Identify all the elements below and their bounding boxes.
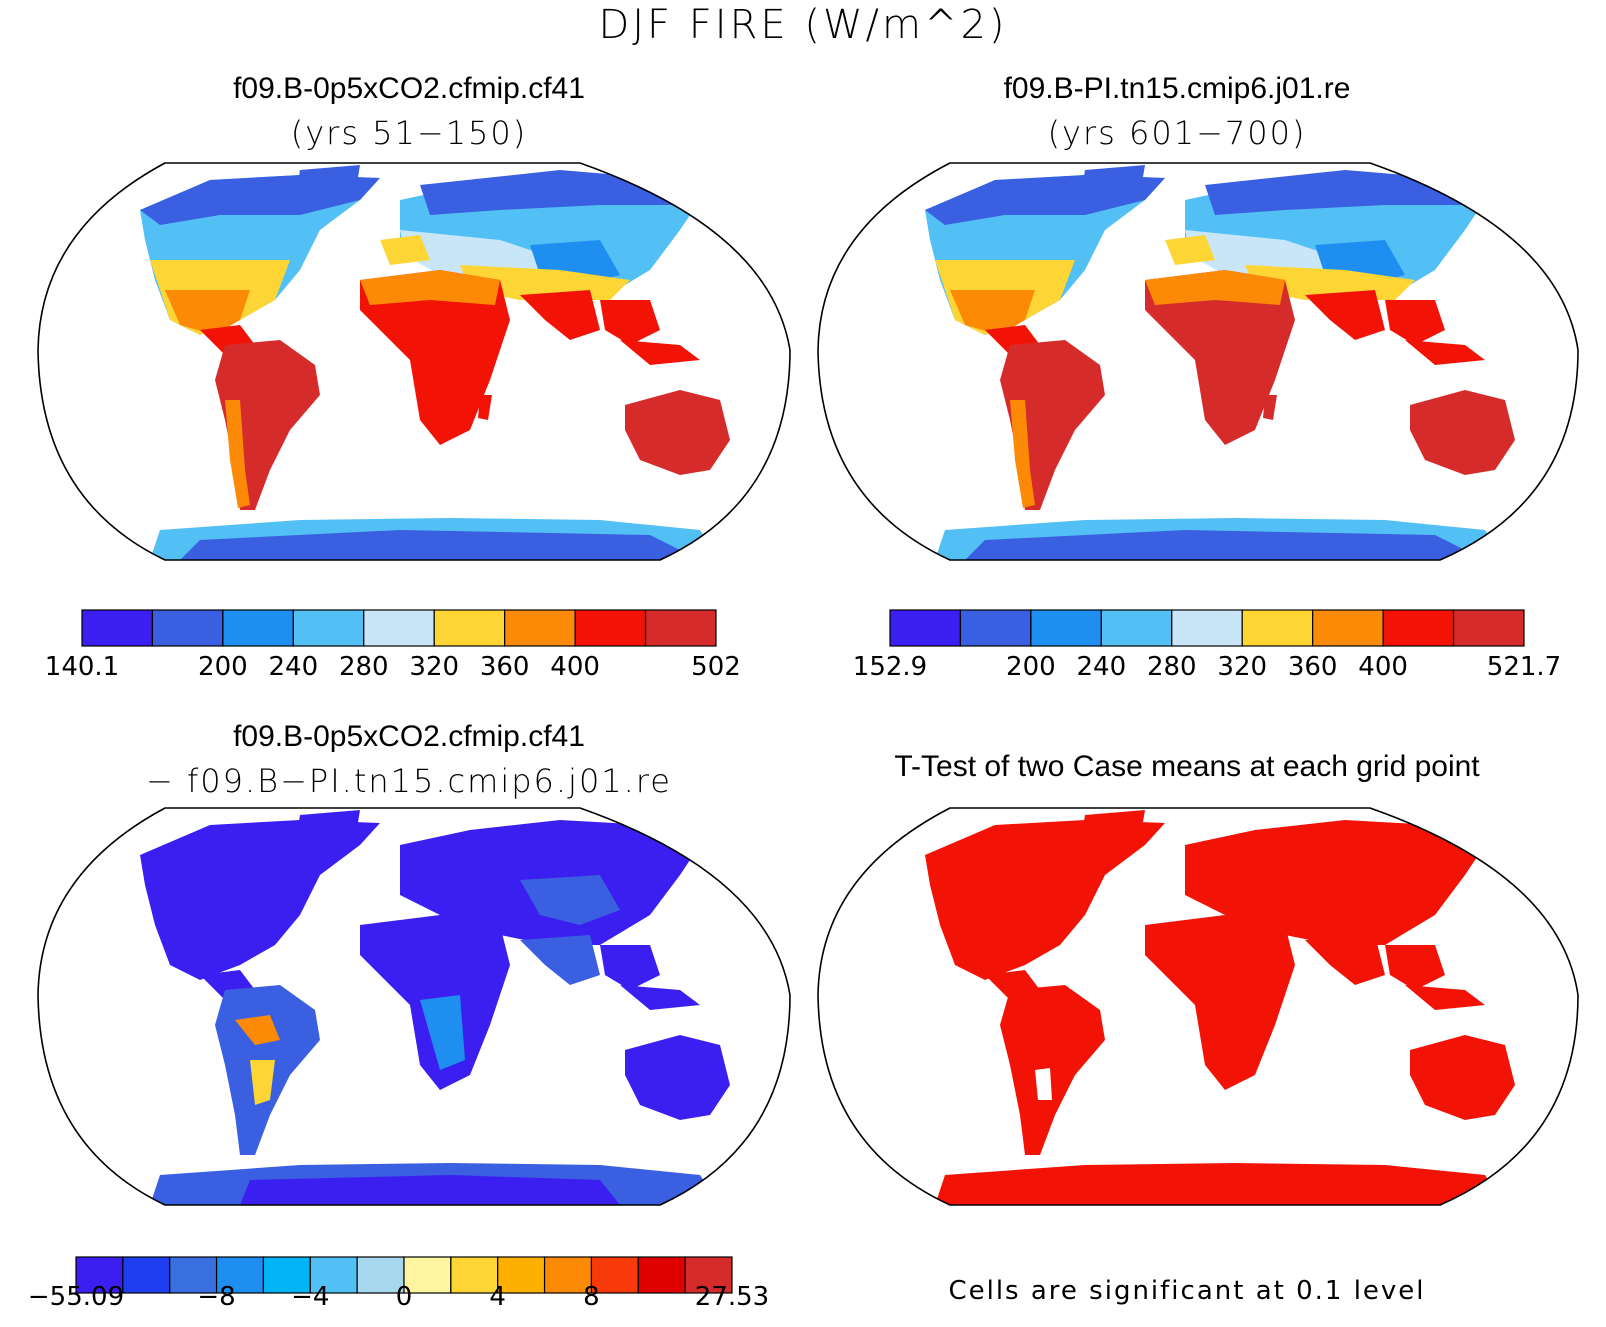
colorbar-swatch [574,609,647,647]
colorbar-tick-label: 521.7 [1486,652,1562,682]
map-bottom-right [817,807,1579,1206]
colorbar-swatch [1030,609,1102,647]
colorbar-tick-label: 4 [489,1282,506,1312]
colorbar-swatch [590,1256,639,1294]
colorbar-swatch [450,1256,499,1294]
colorbar-tick-label: 280 [1146,652,1197,682]
colorbar-swatch [122,1256,171,1294]
colorbar-swatch [543,1256,593,1294]
colorbar-swatch [1452,609,1525,647]
panel-subtitle-top-left: (yrs 51−150) [290,114,528,152]
map-top-right [817,162,1579,561]
colorbar-swatch [497,1256,546,1294]
colorbar-swatch [637,1256,686,1294]
colorbar-tick-label: 152.9 [852,652,928,682]
map-bottom-left [37,807,791,1206]
colorbar-tick-label: 320 [409,652,460,682]
colorbar-tick-label: 8 [583,1282,600,1312]
colorbar-tick-label: −4 [291,1282,330,1312]
panel-title-bottom-left: f09.B-0p5xCO2.cfmip.cf41 [233,720,585,753]
colorbar-tick-label: 27.53 [694,1282,770,1312]
colorbar-swatch [215,1256,265,1294]
colorbar-swatch [292,609,365,647]
colorbar-swatch [75,1256,124,1294]
colorbar-swatch [433,609,506,647]
colorbar-swatch [1382,609,1455,647]
colorbar-swatch [959,609,1032,647]
colorbar-tick-label: 502 [691,652,741,682]
colorbar-swatch [151,609,224,647]
colorbar-tick-label: 280 [338,652,389,682]
map-top-left [37,162,791,561]
colorbar-tick-label: 240 [268,652,319,682]
colorbar-swatch [222,609,294,647]
panel-title-bottom-right: T-Test of two Case means at each grid po… [894,750,1480,783]
panel-subtitle-top-right: (yrs 601−700) [1047,114,1307,152]
colorbar-swatch [356,1256,405,1294]
colorbar-top-right [889,609,1525,647]
colorbar-swatch [81,609,154,647]
colorbar-swatch [262,1256,311,1294]
colorbar-swatch [169,1256,218,1294]
significance-footnote: Cells are significant at 0.1 level [948,1276,1426,1306]
colorbar-tick-label: 240 [1076,652,1127,682]
colorbar-swatch [1312,609,1384,647]
colorbar-tick-label: 0 [395,1282,413,1312]
figure-title: DJF FIRE (W/m^2) [598,2,1008,48]
colorbar-tick-label: 360 [1287,652,1338,682]
colorbar-tick-label: 400 [550,652,600,682]
colorbar-swatch [684,1256,733,1294]
panel-title-top-right: f09.B-PI.tn15.cmip6.j01.re [1003,72,1351,105]
colorbar-swatch [403,1256,452,1294]
panel-title-top-left: f09.B-0p5xCO2.cfmip.cf41 [233,72,585,105]
colorbar-tick-label: 360 [479,652,530,682]
colorbar-top-left [81,609,717,647]
colorbar-swatch [504,609,576,647]
colorbar-tick-label: 200 [198,652,248,682]
colorbar-swatch [1171,609,1243,647]
colorbar-swatch [363,609,435,647]
colorbar-tick-label: 200 [1006,652,1056,682]
colorbar-swatch [1241,609,1314,647]
colorbar-swatch [1100,609,1173,647]
colorbar-tick-label: 400 [1358,652,1408,682]
colorbar-swatch [309,1256,358,1294]
colorbar-swatch [644,609,717,647]
colorbar-tick-label: 320 [1217,652,1268,682]
colorbar-bottom-left [75,1256,733,1294]
colorbar-tick-label: −55.09 [27,1282,125,1312]
colorbar-tick-label: −8 [197,1282,236,1312]
colorbar-swatch [889,609,962,647]
colorbar-tick-label: 140.1 [44,652,120,682]
panel-subtitle-bottom-left: − f09.B−PI.tn15.cmip6.j01.re [146,762,672,800]
